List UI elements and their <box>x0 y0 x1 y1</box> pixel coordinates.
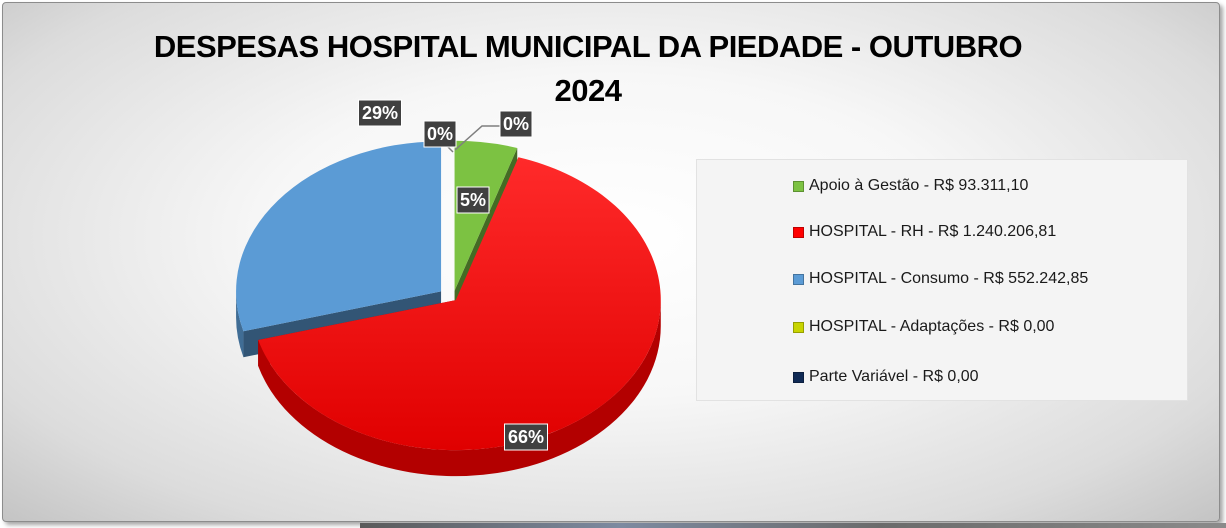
legend-item-hospital-consumo: HOSPITAL - Consumo - R$ 552.242,85 <box>793 268 1088 290</box>
chart-title-line-2: 2024 <box>554 73 622 108</box>
data-label-box-parte-variavel-r-0-00 <box>499 110 533 138</box>
pie-leader-lines <box>447 125 500 153</box>
chart-area: DESPESAS HOSPITAL MUNICIPAL DA PIEDADE -… <box>2 2 1220 522</box>
pie-slice-apoio-a-gestao-r-93-311-10 <box>454 140 518 291</box>
legend-item-apoio-gestao: Apoio à Gestão - R$ 93.311,10 <box>793 175 1028 197</box>
pie-slice-hospital-rh-r-1-240-206-81 <box>258 157 661 451</box>
legend-label-apoio-gestao: Apoio à Gestão - R$ 93.311,10 <box>809 177 1029 194</box>
data-label-text-apoio-a-gestao-r-93-311-10: 5% <box>460 190 486 210</box>
pie-slice-hospital-consumo-r-552-242-85 <box>236 141 442 332</box>
legend-label-hospital-consumo: HOSPITAL - Consumo - R$ 552.242,85 <box>809 270 1089 287</box>
data-label-parte-variavel-r-0-00: 0% <box>499 110 533 138</box>
data-label-text-parte-variavel-r-0-00: 0% <box>503 114 529 134</box>
legend-label-hospital-adaptacoes: HOSPITAL - Adaptações - R$ 0,00 <box>809 318 1055 335</box>
legend-swatch-hospital-adaptacoes <box>793 321 804 333</box>
data-label-hospital-rh-r-1-240-206-81: 66% <box>504 423 548 451</box>
bottom-edge-strip <box>360 523 1226 528</box>
leader-line-parte-variavel-r-0-00 <box>454 125 500 151</box>
data-label-apoio-a-gestao-r-93-311-10: 5% <box>456 186 490 214</box>
chart-title: DESPESAS HOSPITAL MUNICIPAL DA PIEDADE -… <box>63 25 1113 113</box>
data-label-hospital-consumo-r-552-242-85: 29% <box>358 99 402 127</box>
data-label-box-hospital-adaptacoes-r-0-00 <box>423 120 457 148</box>
data-label-text-hospital-rh-r-1-240-206-81: 66% <box>508 427 544 447</box>
legend-swatch-apoio-gestao <box>793 180 804 192</box>
legend-label-parte-variavel: Parte Variável - R$ 0,00 <box>809 368 979 385</box>
legend: Apoio à Gestão - R$ 93.311,10 HOSPITAL -… <box>696 159 1188 401</box>
pie-tops <box>236 140 661 451</box>
legend-swatch-parte-variavel <box>793 371 804 383</box>
pie-side-hospital-rh-r-1-240-206-81 <box>258 300 661 477</box>
data-label-box-hospital-consumo-r-552-242-85 <box>358 99 402 127</box>
data-label-box-apoio-a-gestao-r-93-311-10 <box>456 186 490 214</box>
legend-label-hospital-rh: HOSPITAL - RH - R$ 1.240.206,81 <box>809 223 1057 240</box>
leader-line-hospital-adaptacoes-r-0-00 <box>447 146 454 153</box>
legend-swatch-hospital-rh <box>793 226 804 238</box>
chart-title-line-1: DESPESAS HOSPITAL MUNICIPAL DA PIEDADE -… <box>153 29 1023 64</box>
data-label-box-hospital-rh-r-1-240-206-81 <box>504 423 548 451</box>
pie-side-hospital-consumo-r-552-242-85 <box>236 291 244 358</box>
data-label-text-hospital-adaptacoes-r-0-00: 0% <box>427 124 453 144</box>
legend-item-hospital-adaptacoes: HOSPITAL - Adaptações - R$ 0,00 <box>793 316 1054 338</box>
legend-swatch-hospital-consumo <box>793 273 804 285</box>
pie-chart: 5% 66% 29% 0% 0% <box>236 99 661 477</box>
data-label-text-hospital-consumo-r-552-242-85: 29% <box>362 103 398 123</box>
pie-data-labels: 5% 66% 29% 0% 0% <box>358 99 548 451</box>
legend-item-parte-variavel: Parte Variável - R$ 0,00 <box>793 366 979 388</box>
data-label-hospital-adaptacoes-r-0-00: 0% <box>423 120 457 148</box>
legend-item-hospital-rh: HOSPITAL - RH - R$ 1.240.206,81 <box>793 221 1056 243</box>
